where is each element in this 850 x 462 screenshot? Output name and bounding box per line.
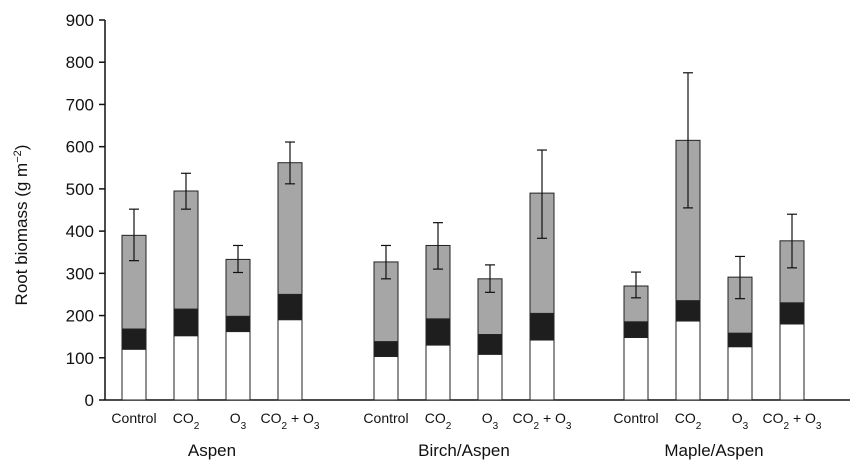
- bar-middle-5: [425, 318, 451, 346]
- category-label-2-1: CO2: [675, 410, 702, 432]
- bar-middle-7: [529, 312, 555, 341]
- bar-middle-9: [675, 300, 701, 322]
- bar-bottom-2: [225, 331, 251, 401]
- y-tick-label-400: 400: [66, 222, 94, 241]
- category-label-0-1: CO2: [173, 410, 200, 432]
- group-label-2: Maple/Aspen: [664, 441, 763, 460]
- bar-middle-4: [373, 341, 399, 358]
- bar-bottom-3: [277, 319, 303, 401]
- bar-bottom-4: [373, 356, 399, 401]
- y-tick-label-900: 900: [66, 11, 94, 30]
- y-tick-label-300: 300: [66, 264, 94, 283]
- y-tick-label-100: 100: [66, 349, 94, 368]
- group-label-1: Birch/Aspen: [418, 441, 510, 460]
- bar-bottom-1: [173, 335, 199, 401]
- y-tick-label-0: 0: [85, 391, 94, 410]
- group-label-0: Aspen: [188, 441, 236, 460]
- y-axis-title: Root biomass (g m−2): [12, 145, 31, 306]
- category-label-1-1: CO2: [425, 410, 452, 432]
- y-tick-label-700: 700: [66, 95, 94, 114]
- x-labels: Control CO2 O3 CO2 + O3 Aspen Control CO2 O3 CO2…: [111, 410, 822, 460]
- category-label-1-0: Control: [363, 410, 408, 426]
- bar-bottom-6: [477, 353, 503, 401]
- bar-middle-0: [121, 328, 147, 350]
- bar-bottom-11: [779, 323, 805, 401]
- category-label-0-2: O3: [230, 410, 247, 432]
- category-label-2-2: O3: [732, 410, 749, 432]
- bar-bottom-0: [121, 348, 147, 401]
- bar-bottom-10: [727, 346, 753, 401]
- bar-middle-8: [623, 321, 649, 339]
- category-label-1-2: O3: [482, 410, 499, 432]
- bar-middle-6: [477, 334, 503, 355]
- y-ticks: 0 100 200 300 400 500 600 700 800 900: [66, 11, 105, 410]
- y-tick-label-500: 500: [66, 180, 94, 199]
- category-label-2-0: Control: [613, 410, 658, 426]
- bar-middle-2: [225, 315, 251, 333]
- bar-bottom-8: [623, 337, 649, 401]
- y-tick-label-600: 600: [66, 138, 94, 157]
- bar-middle-10: [727, 332, 753, 348]
- bar-bottom-9: [675, 320, 701, 401]
- category-label-0-0: Control: [111, 410, 156, 426]
- category-label-1-3: CO2 + O3: [513, 410, 572, 432]
- y-tick-label-800: 800: [66, 53, 94, 72]
- bar-bottom-5: [425, 344, 451, 401]
- bar-middle-3: [277, 293, 303, 321]
- error-bars: [129, 72, 797, 300]
- bar-middle-1: [173, 308, 199, 337]
- bar-bottom-7: [529, 339, 555, 401]
- category-label-0-3: CO2 + O3: [261, 410, 320, 432]
- bar-middle-11: [779, 302, 805, 325]
- bars: [121, 139, 805, 401]
- category-label-2-3: CO2 + O3: [763, 410, 822, 432]
- y-tick-label-200: 200: [66, 307, 94, 326]
